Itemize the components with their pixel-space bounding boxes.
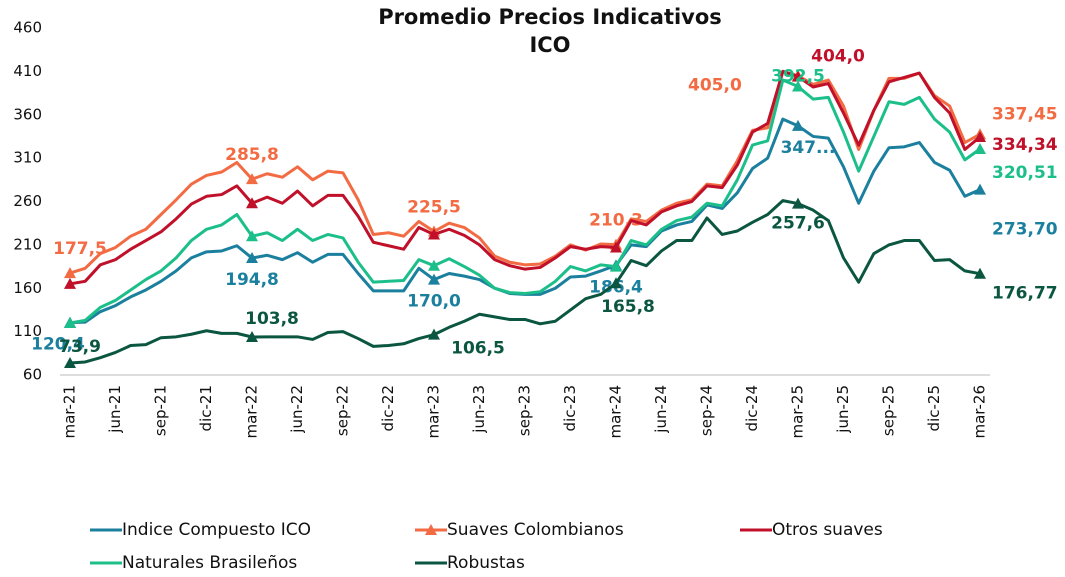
point-marker [428, 228, 440, 240]
point-marker [246, 197, 258, 209]
data-label: 285,8 [225, 145, 279, 165]
x-tick-label: sep-25 [880, 385, 898, 436]
legend-label: Naturales Brasileños [122, 553, 297, 573]
x-tick-label: mar-26 [971, 385, 989, 439]
data-label: 225,5 [407, 197, 461, 217]
point-marker [974, 131, 986, 143]
x-tick-label: sep-21 [152, 385, 170, 436]
x-tick-label: mar-23 [425, 385, 443, 439]
data-label: 337,45 [992, 104, 1058, 124]
data-label: 177,5 [53, 239, 107, 259]
data-label: 257,6 [771, 214, 825, 234]
data-label: 194,8 [225, 270, 279, 290]
point-marker [974, 267, 986, 279]
point-marker [64, 277, 76, 289]
y-tick-label: 360 [13, 105, 42, 123]
data-label: 392,5 [771, 67, 825, 87]
data-label: 320,51 [992, 163, 1058, 183]
point-marker [610, 277, 622, 289]
x-tick-label: dic-22 [379, 385, 397, 431]
point-marker [610, 241, 622, 253]
x-tick-label: dic-24 [743, 385, 761, 431]
x-tick-label: jun-22 [288, 385, 306, 434]
point-marker [246, 230, 258, 242]
y-tick-label: 160 [13, 279, 42, 297]
point-marker [610, 260, 622, 272]
point-marker [974, 183, 986, 195]
legend-label: Otros suaves [772, 520, 883, 540]
data-label: 405,0 [688, 76, 742, 96]
x-tick-label: sep-24 [698, 385, 716, 436]
x-tick-label: sep-23 [516, 385, 534, 436]
chart-title: Promedio Precios Indicativos [378, 5, 722, 29]
point-marker [428, 328, 440, 340]
point-marker [428, 259, 440, 271]
x-tick-label: mar-25 [789, 385, 807, 439]
x-tick-label: jun-24 [652, 385, 670, 434]
y-tick-label: 210 [13, 235, 42, 253]
data-label: 103,8 [245, 309, 299, 329]
point-marker [792, 119, 804, 131]
data-label: 73,9 [59, 337, 101, 357]
x-tick-label: mar-21 [61, 385, 79, 439]
x-tick-label: jun-23 [470, 385, 488, 434]
x-tick-label: dic-25 [925, 385, 943, 431]
point-marker [792, 70, 804, 82]
y-tick-label: 310 [13, 149, 42, 167]
x-tick-label: mar-24 [607, 385, 625, 439]
x-tick-label: jun-21 [106, 385, 124, 434]
series-line [69, 78, 981, 325]
series-line [69, 69, 981, 275]
data-label: 165,8 [601, 297, 655, 317]
legend-label: Indice Compuesto ICO [122, 520, 311, 540]
y-tick-label: 60 [23, 366, 42, 384]
point-marker [792, 80, 804, 92]
data-label: 120,4 [31, 335, 85, 355]
point-marker [64, 267, 76, 279]
series-line [69, 199, 981, 365]
x-tick-label: dic-23 [561, 385, 579, 431]
y-tick-label: 110 [13, 322, 42, 340]
data-label: 404,0 [811, 47, 865, 67]
legend-label: Robustas [447, 553, 525, 573]
x-tick-label: mar-22 [243, 385, 261, 439]
point-marker [792, 197, 804, 209]
point-marker [246, 173, 258, 185]
y-tick-label: 460 [13, 19, 42, 37]
y-tick-label: 260 [13, 192, 42, 210]
point-marker [64, 316, 76, 328]
series-line [69, 69, 981, 286]
point-marker [974, 143, 986, 155]
data-label: 106,5 [451, 339, 505, 359]
legend-label: Suaves Colombianos [447, 520, 624, 540]
data-label: 176,77 [992, 284, 1058, 304]
point-marker [246, 252, 258, 264]
chart-title: ICO [529, 33, 570, 57]
x-tick-label: jun-25 [834, 385, 852, 434]
data-label: 347... [781, 138, 836, 158]
y-tick-label: 410 [13, 62, 42, 80]
x-tick-label: dic-21 [197, 385, 215, 431]
point-marker [246, 331, 258, 343]
x-tick-label: sep-22 [334, 385, 352, 436]
point-marker [428, 273, 440, 285]
legend-marker [425, 524, 437, 535]
data-label: 334,34 [992, 135, 1058, 155]
data-label: 170,0 [407, 292, 461, 312]
data-label: 273,70 [992, 220, 1058, 240]
point-marker [64, 356, 76, 368]
